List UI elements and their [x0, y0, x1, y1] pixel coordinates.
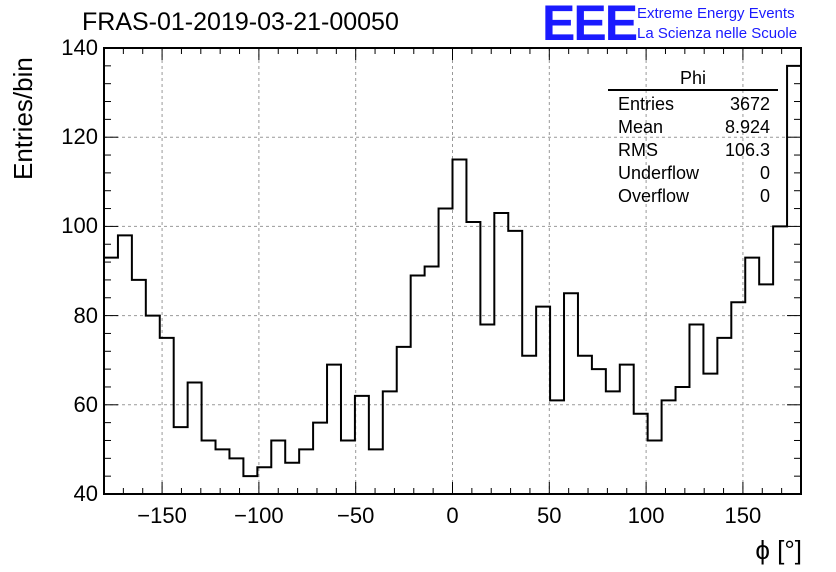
stats-label: Overflow: [618, 186, 690, 206]
x-axis-label: ϕ [°]: [755, 535, 802, 565]
y-axis-label: Entries/bin: [8, 57, 38, 180]
stats-label: Entries: [618, 94, 675, 114]
y-tick-label: 120: [61, 124, 98, 150]
y-tick-label: 80: [73, 302, 98, 328]
x-tick-label: −50: [337, 503, 375, 528]
stats-row-rms: RMS 106.3: [608, 139, 778, 162]
stats-value: 0: [759, 186, 770, 206]
stats-row-entries: Entries 3672: [608, 93, 778, 116]
stats-box: Phi Entries 3672 Mean 8.924 RMS 106.3 Un…: [608, 68, 778, 208]
x-tick-label: −150: [137, 503, 187, 528]
stats-row-mean: Mean 8.924: [608, 116, 778, 139]
stats-row-underflow: Underflow 0: [608, 162, 778, 185]
y-tick-label: 140: [61, 35, 98, 60]
stats-title: Phi: [608, 68, 778, 91]
chart-title: FRAS-01-2019-03-21-00050: [82, 8, 399, 36]
stats-row-overflow: Overflow 0: [608, 185, 778, 208]
histogram-line: [104, 64, 801, 478]
x-tick-label: −100: [234, 503, 284, 528]
plot-frame: [103, 47, 802, 495]
x-tick-label: 50: [537, 503, 562, 528]
y-tick-label: 40: [73, 481, 98, 506]
stats-label: Mean: [618, 117, 664, 137]
eee-logo: EEE: [542, 0, 638, 51]
stats-value: 3672: [729, 94, 770, 114]
x-tick-label: 150: [724, 503, 762, 528]
org-name-line2: La Scienza nelle Scuole: [637, 25, 798, 42]
x-tick-label: 0: [446, 503, 459, 528]
y-tick-label: 100: [61, 213, 98, 239]
stats-value: 106.3: [724, 140, 770, 160]
stats-value: 0: [759, 163, 770, 183]
stats-value: 8.924: [724, 117, 770, 137]
stats-label: Underflow: [618, 163, 700, 183]
stats-label: RMS: [618, 140, 658, 160]
y-tick-label: 60: [73, 391, 98, 417]
x-tick-label: 100: [627, 503, 665, 528]
org-name-line1: Extreme Energy Events: [637, 5, 795, 22]
